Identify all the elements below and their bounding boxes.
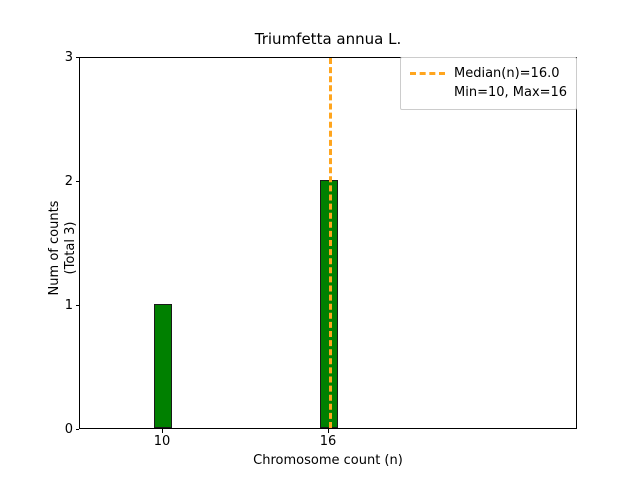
legend-item-median: Median(n)=16.0 [410, 64, 567, 83]
bar-16 [320, 180, 338, 428]
y-tick-label: 0 [64, 421, 73, 437]
y-tick-label: 2 [64, 173, 73, 189]
legend-item-minmax: Min=10, Max=16 [410, 83, 567, 102]
y-tick-mark [75, 57, 79, 58]
x-tick-mark [328, 429, 329, 433]
x-tick-label: 16 [319, 434, 337, 449]
chart-title: Triumfetta annua L. [254, 30, 402, 48]
x-tick-label: 10 [153, 434, 171, 449]
legend-label-minmax: Min=10, Max=16 [454, 85, 568, 100]
median-line [329, 58, 332, 428]
bar-10 [154, 304, 172, 428]
x-axis-label: Chromosome count (n) [253, 453, 403, 468]
legend-label-median: Median(n)=16.0 [454, 66, 560, 81]
dashed-line-icon [410, 72, 445, 75]
y-tick-label: 1 [64, 297, 73, 313]
y-tick-mark [75, 305, 79, 306]
y-tick-label: 3 [64, 49, 73, 65]
y-axis-label: Num of counts (Total 3) [47, 200, 78, 296]
y-tick-mark [75, 181, 79, 182]
y-tick-mark [75, 429, 79, 430]
plot-area [79, 57, 577, 429]
x-tick-mark [162, 429, 163, 433]
legend: Median(n)=16.0 Min=10, Max=16 [400, 57, 578, 110]
